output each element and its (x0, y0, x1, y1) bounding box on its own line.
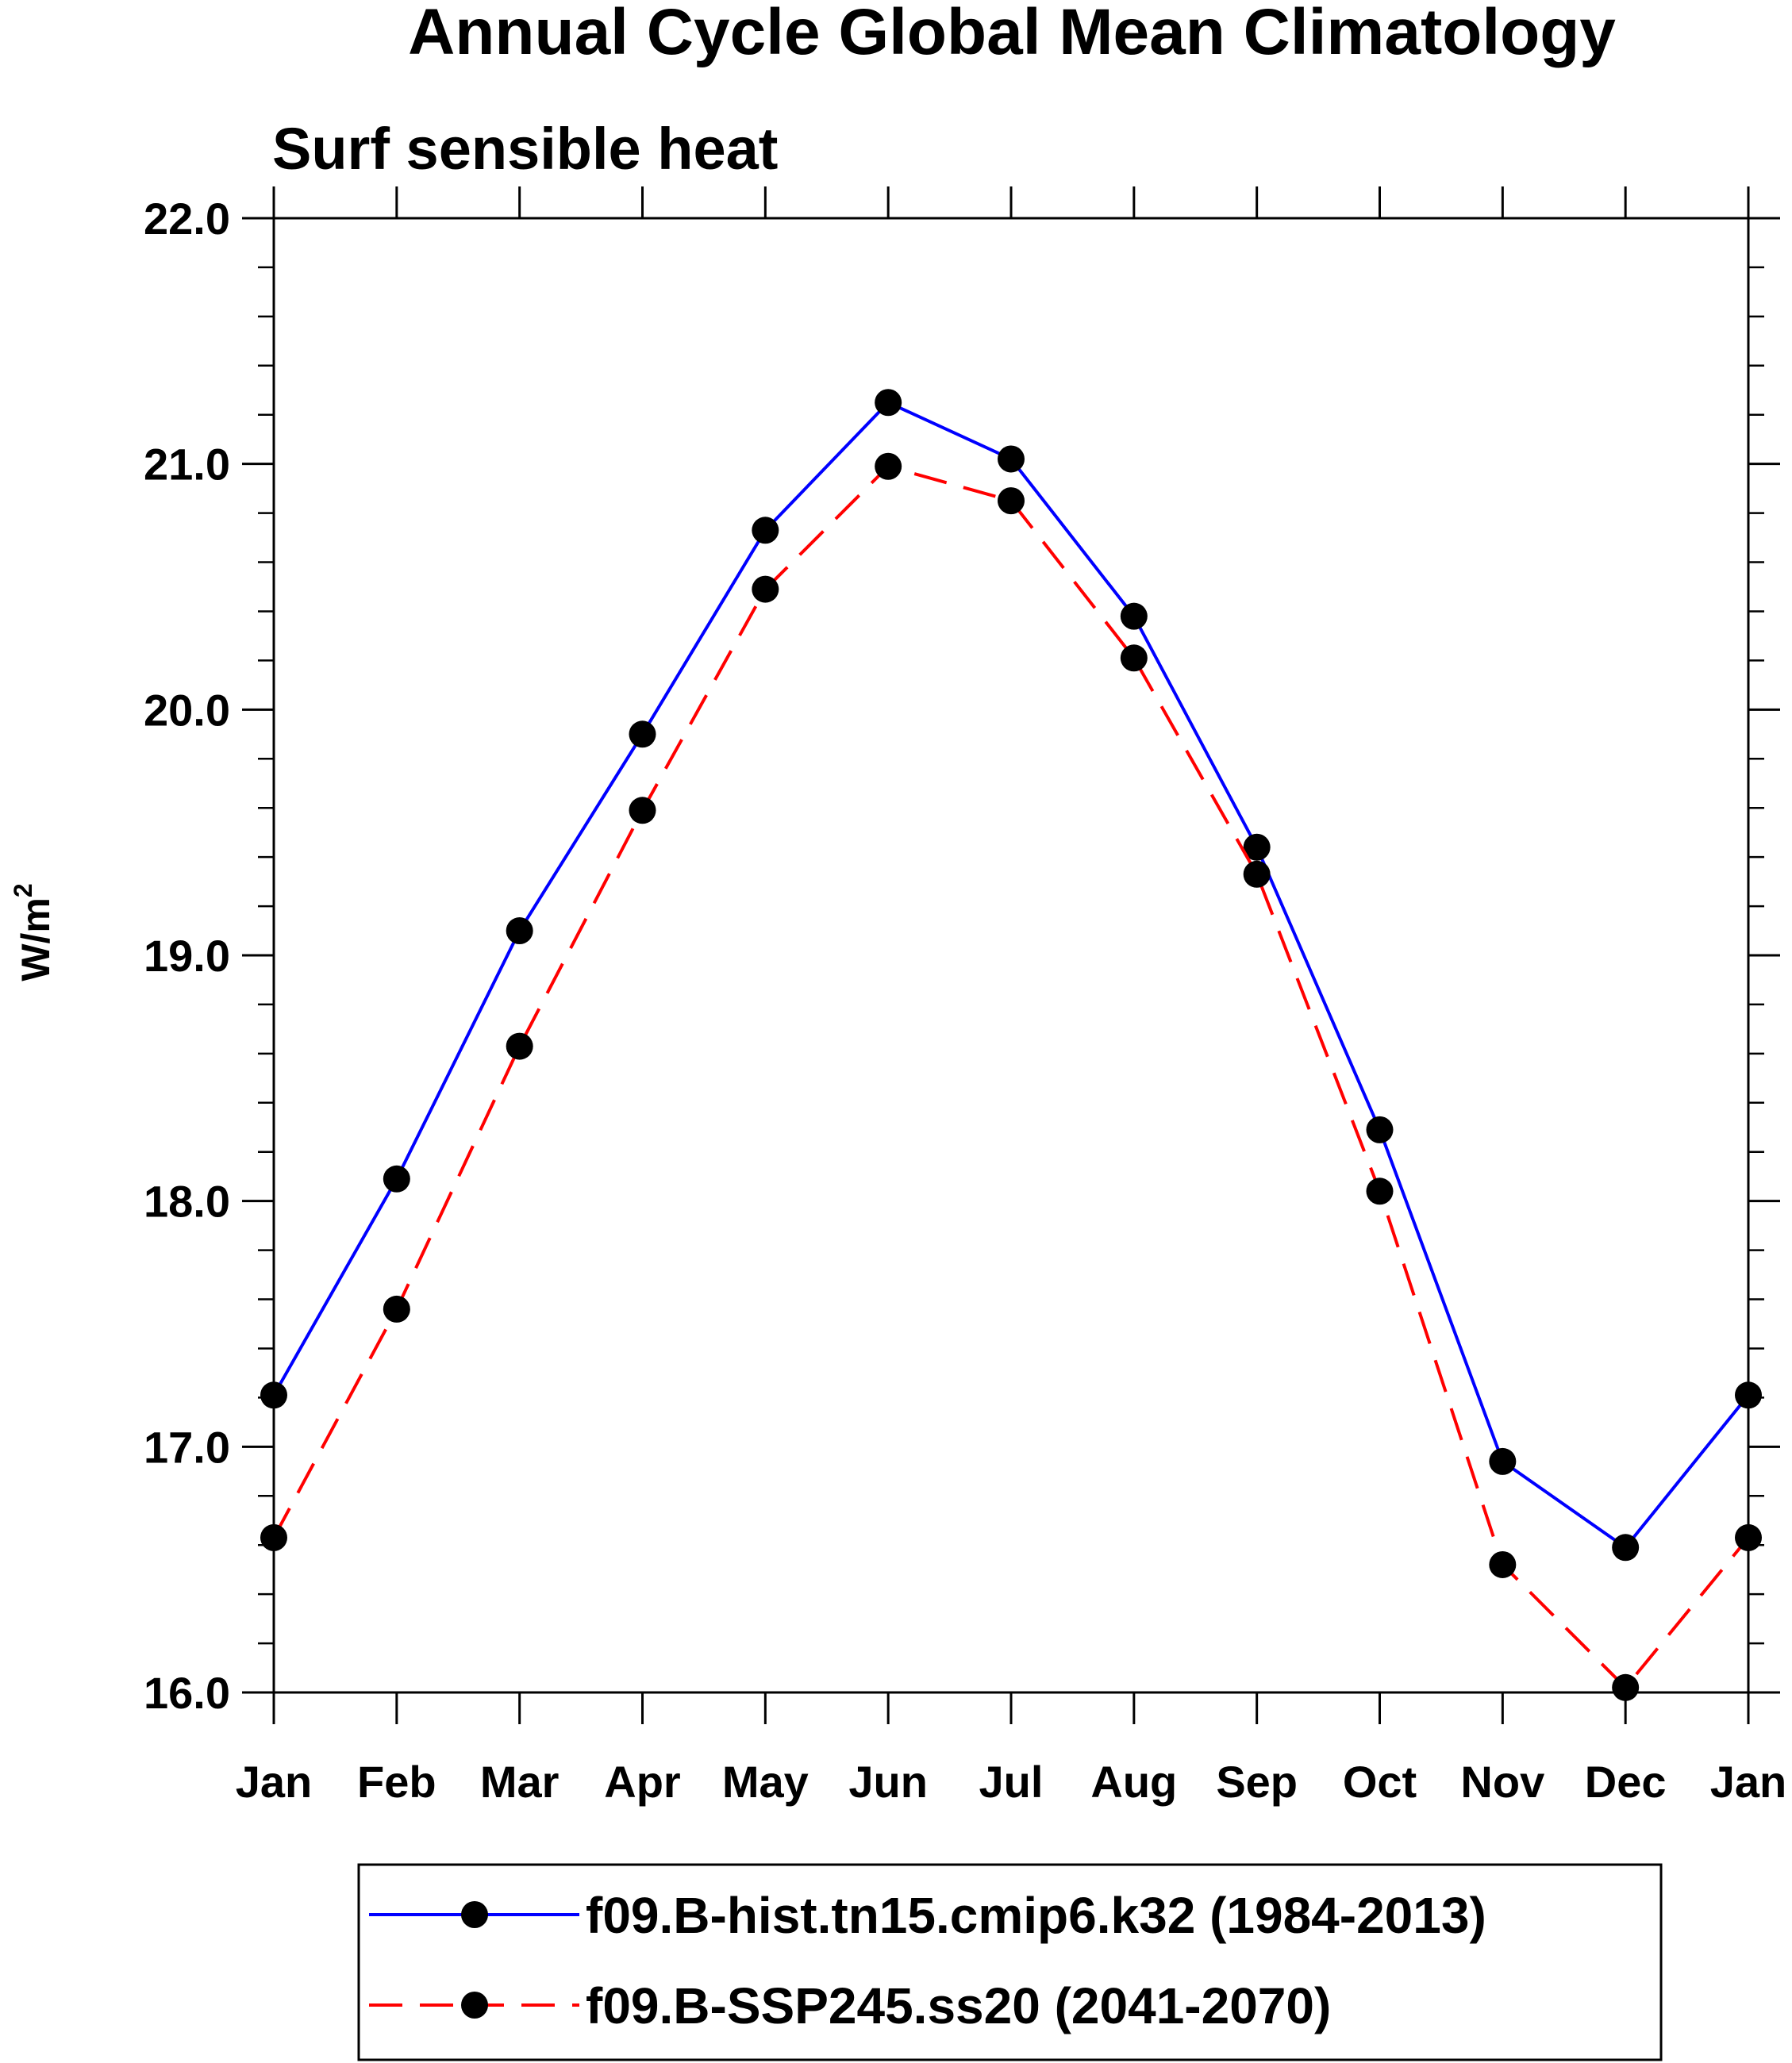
y-tick-label: 16.0 (144, 1668, 230, 1718)
data-point (260, 1523, 287, 1551)
data-point (1366, 1116, 1394, 1143)
series-line (272, 401, 1750, 1550)
data-point (506, 917, 533, 945)
y-tick-label: 22.0 (144, 194, 230, 244)
x-tick-label: Apr (604, 1757, 680, 1807)
y-axis-label: W/m2 (9, 883, 58, 981)
y-axis-label-superscript: 2 (9, 883, 37, 897)
series-line (272, 464, 1750, 1689)
legend: f09.B-hist.tn15.cmip6.k32 (1984-2013) f0… (357, 1863, 1663, 2061)
y-tick-label: 20.0 (144, 685, 230, 735)
data-point (1489, 1550, 1517, 1578)
x-tick-label: Jun (848, 1757, 928, 1807)
legend-entry: f09.B-hist.tn15.cmip6.k32 (1984-2013) (369, 1887, 1486, 1944)
legend-label: f09.B-SSP245.ss20 (2041-2070) (586, 1977, 1331, 2034)
data-point (383, 1295, 410, 1323)
x-tick-label: May (722, 1757, 809, 1807)
data-point (260, 1381, 287, 1409)
data-point (1735, 1523, 1762, 1551)
legend-box (357, 1863, 1663, 2061)
data-point (1243, 860, 1271, 888)
data-point (1243, 833, 1271, 861)
legend-entry: f09.B-SSP245.ss20 (2041-2070) (369, 1977, 1331, 2034)
svg-text:W/m2: W/m2 (9, 883, 58, 981)
data-point (1735, 1381, 1762, 1409)
data-point (1120, 644, 1148, 672)
data-point (1120, 602, 1148, 630)
data-point (1489, 1447, 1517, 1475)
y-tick-label: 19.0 (144, 931, 230, 981)
x-tick-label: Jul (979, 1757, 1044, 1807)
x-tick-label: Jan (236, 1757, 313, 1807)
chart-title: Annual Cycle Global Mean Climatology (408, 0, 1616, 68)
y-tick-label: 18.0 (144, 1177, 230, 1227)
x-tick-label: Dec (1585, 1757, 1667, 1807)
x-tick-label: Nov (1460, 1757, 1544, 1807)
y-axis-label-text: W/m (13, 897, 58, 982)
data-point (1612, 1534, 1640, 1562)
x-tick-label: Oct (1343, 1757, 1417, 1807)
x-tick-label: Mar (480, 1757, 560, 1807)
plot-frame (272, 217, 1750, 1694)
series-layer (260, 389, 1762, 1701)
x-tick-label: Aug (1090, 1757, 1177, 1807)
data-point (383, 1165, 410, 1193)
chart-subtitle: Surf sensible heat (272, 116, 778, 182)
data-point (875, 452, 902, 480)
legend-label: f09.B-hist.tn15.cmip6.k32 (1984-2013) (586, 1887, 1486, 1944)
legend-marker (461, 1901, 488, 1928)
data-point (629, 720, 656, 748)
data-point (752, 517, 779, 544)
y-tick-label: 21.0 (144, 440, 230, 490)
data-point (629, 797, 656, 824)
y-tick-label: 17.0 (144, 1422, 230, 1472)
x-tick-label: Feb (357, 1757, 436, 1807)
data-point (1366, 1177, 1394, 1205)
x-tick-label: Jan (1710, 1757, 1787, 1807)
data-point (1612, 1673, 1640, 1701)
data-point (998, 445, 1025, 473)
data-point (998, 487, 1025, 515)
axes: 16.0 17.0 18.0 19.0 20.0 21.0 22.0 Jan Feb Mar Apr… (144, 186, 1786, 1807)
data-point (506, 1032, 533, 1060)
x-tick-label: Sep (1216, 1757, 1298, 1807)
legend-marker (461, 1992, 488, 2019)
data-point (875, 389, 902, 417)
data-point (752, 575, 779, 603)
